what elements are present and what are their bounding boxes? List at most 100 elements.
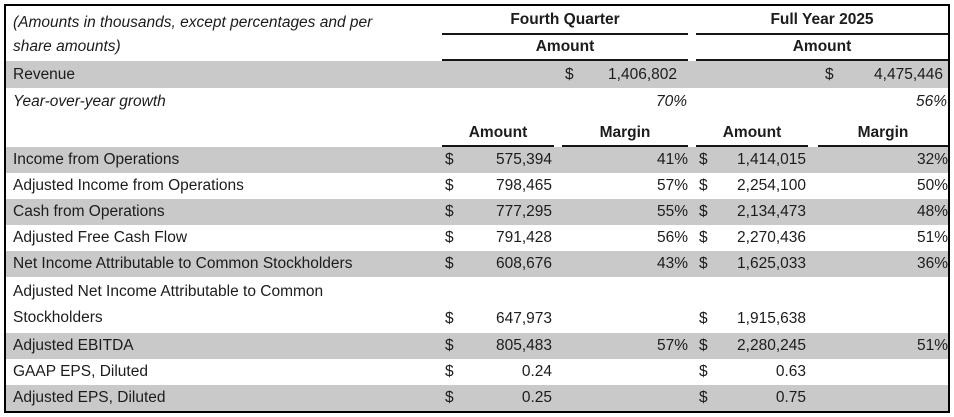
q4-amount: 575,394 [495, 151, 552, 168]
q4-growth-cell: 70% [442, 88, 688, 115]
q4-amount: 0.24 [521, 363, 552, 380]
fy-amount: 0.63 [775, 363, 806, 380]
fy-margin: 32% [916, 151, 948, 168]
row-label: Income from Operations [13, 151, 180, 168]
table-row-yoy-growth: Year-over-year growth 70% 56% [6, 88, 948, 115]
q4-amount: 608,676 [495, 255, 552, 272]
fy-amount: 2,254,100 [737, 177, 806, 194]
table-row-adjusted-ebitda: Adjusted EBITDA $ 805,483 57% $ 2,280,24… [6, 333, 948, 359]
fy-dollar-sign: $ [699, 310, 708, 327]
table-row-income-from-operations: Income from Operations $ 575,394 41% $ 1… [6, 147, 948, 173]
financial-summary-table: (Amounts in thousands, except percentage… [4, 4, 950, 413]
fy-amount-subheader: Amount [696, 124, 808, 147]
fy-margin: 51% [916, 337, 948, 354]
full-year-group-title: Full Year 2025 [696, 6, 948, 35]
table-row-net-income-attributable: Net Income Attributable to Common Stockh… [6, 251, 948, 277]
fy-amount: 0.75 [775, 389, 806, 406]
fy-amount: 2,134,473 [737, 203, 806, 220]
fourth-quarter-column-group: Fourth Quarter Amount [442, 6, 688, 61]
table-header: (Amounts in thousands, except percentage… [6, 6, 948, 61]
fy-amount: 2,270,436 [737, 229, 806, 246]
table-row-revenue: Revenue $ 1,406,802 $ 4,475,446 [6, 61, 948, 88]
q4-amount-subheader: Amount [442, 124, 554, 147]
q4-margin: 43% [656, 255, 688, 272]
row-label: Revenue [13, 65, 76, 83]
q4-growth-value: 70% [655, 92, 687, 110]
q4-margin: 57% [656, 177, 688, 194]
q4-margin: 55% [656, 203, 688, 220]
fy-amount: 1,625,033 [737, 255, 806, 272]
fy-dollar-sign: $ [699, 151, 708, 168]
q4-amount: 805,483 [495, 337, 552, 354]
subheader-row: Amount Margin Amount Margin [6, 115, 948, 147]
column-groups: Fourth Quarter Amount Full Year 2025 Amo… [442, 6, 948, 61]
full-year-amount-header: Amount [696, 35, 948, 61]
q4-dollar-sign: $ [445, 177, 454, 194]
q4-dollar-sign: $ [445, 151, 454, 168]
q4-dollar-sign: $ [445, 389, 454, 406]
q4-dollar-sign: $ [445, 255, 454, 272]
table-row-cash-from-operations: Cash from Operations $ 777,295 55% $ 2,1… [6, 199, 948, 225]
row-label: Net Income Attributable to Common Stockh… [13, 255, 353, 272]
q4-revenue-cell: $ 1,406,802 [442, 61, 688, 88]
fy-margin: 50% [916, 177, 948, 194]
row-label: Cash from Operations [13, 203, 165, 220]
q4-margin: 56% [656, 229, 688, 246]
fy-margin-subheader: Margin [818, 124, 948, 147]
fy-margin [808, 328, 948, 333]
fy-dollar-sign: $ [699, 337, 708, 354]
fy-margin: 51% [916, 229, 948, 246]
fy-amount: 1,414,015 [737, 151, 806, 168]
fy-amount: 2,280,245 [737, 337, 806, 354]
table-row-adjusted-net-income-attributable: Adjusted Net Income Attributable to Comm… [6, 277, 948, 333]
q4-dollar-sign: $ [445, 363, 454, 380]
q4-amount: 798,465 [495, 177, 552, 194]
fy-dollar-sign: $ [699, 363, 708, 380]
fy-dollar-sign: $ [699, 255, 708, 272]
fy-revenue-cell: $ 4,475,446 [696, 61, 948, 88]
row-label: Adjusted Free Cash Flow [13, 229, 188, 246]
fy-dollar-sign: $ [699, 389, 708, 406]
fourth-quarter-amount-header: Amount [442, 35, 688, 61]
row-label: Adjusted Income from Operations [13, 177, 244, 194]
q4-amount: 777,295 [495, 203, 552, 220]
fy-margin: 36% [916, 255, 948, 272]
fy-margin: 48% [916, 203, 948, 220]
row-label: GAAP EPS, Diluted [13, 363, 148, 380]
table-body: Income from Operations $ 575,394 41% $ 1… [6, 147, 948, 411]
fourth-quarter-group-title: Fourth Quarter [442, 6, 688, 35]
q4-amount: 791,428 [495, 229, 552, 246]
section-gap [688, 328, 696, 333]
fy-growth-value: 56% [915, 92, 947, 110]
units-note: (Amounts in thousands, except percentage… [6, 6, 442, 61]
fy-revenue-value: 4,475,446 [874, 65, 943, 83]
table-row-gaap-eps-diluted: GAAP EPS, Diluted $ 0.24 $ 0.63 [6, 359, 948, 385]
q4-margin: 57% [656, 337, 688, 354]
table-row-adjusted-free-cash-flow: Adjusted Free Cash Flow $ 791,428 56% $ … [6, 225, 948, 251]
fy-growth-cell: 56% [696, 88, 948, 115]
q4-dollar-sign: $ [445, 229, 454, 246]
full-year-column-group: Full Year 2025 Amount [696, 6, 948, 61]
table-row-adjusted-income-from-operations: Adjusted Income from Operations $ 798,46… [6, 173, 948, 199]
q4-amount: 647,973 [495, 310, 552, 327]
row-label: Adjusted EPS, Diluted [13, 389, 166, 406]
row-label: Adjusted EBITDA [13, 337, 134, 354]
row-label: Adjusted Net Income Attributable to Comm… [13, 283, 324, 326]
q4-dollar-sign: $ [445, 337, 454, 354]
q4-amount: 0.25 [521, 389, 552, 406]
q4-dollar-sign: $ [445, 203, 454, 220]
units-note-line1: (Amounts in thousands, except percentage… [13, 14, 373, 31]
fy-dollar-sign: $ [699, 229, 708, 246]
table-row-adjusted-eps-diluted: Adjusted EPS, Diluted $ 0.25 $ 0.75 [6, 385, 948, 411]
fy-dollar-sign: $ [699, 177, 708, 194]
q4-dollar-sign: $ [565, 65, 574, 83]
q4-revenue-value: 1,406,802 [608, 65, 677, 83]
q4-margin [554, 328, 688, 333]
q4-margin-subheader: Margin [562, 124, 688, 147]
q4-dollar-sign: $ [445, 310, 454, 327]
units-note-line2: share amounts) [13, 38, 121, 55]
fy-dollar-sign: $ [699, 203, 708, 220]
row-label: Year-over-year growth [13, 92, 166, 110]
fy-amount: 1,915,638 [737, 310, 806, 327]
fy-dollar-sign: $ [825, 65, 834, 83]
